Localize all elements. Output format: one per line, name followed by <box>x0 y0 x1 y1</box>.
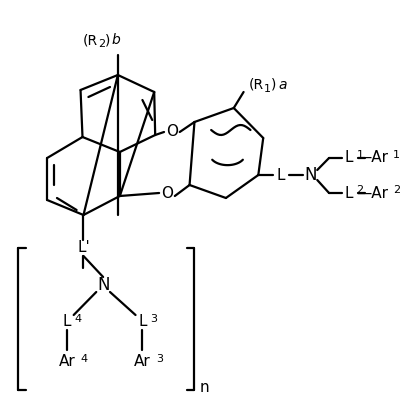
Text: 1: 1 <box>393 150 400 160</box>
Text: 3: 3 <box>156 354 163 364</box>
Text: O: O <box>161 186 173 200</box>
Text: —Ar: —Ar <box>356 186 388 200</box>
Text: 2: 2 <box>98 39 105 49</box>
Text: a: a <box>278 78 286 92</box>
Text: L: L <box>344 150 353 166</box>
Text: 2: 2 <box>393 185 400 195</box>
Text: (R: (R <box>248 78 264 92</box>
Text: N: N <box>304 166 317 184</box>
Text: 1: 1 <box>264 84 271 94</box>
Text: L: L <box>344 186 353 200</box>
Text: —Ar: —Ar <box>356 150 388 166</box>
Text: ): ) <box>105 33 110 47</box>
Text: 1: 1 <box>356 150 364 160</box>
Text: 4: 4 <box>80 354 88 364</box>
Text: L: L <box>62 314 71 330</box>
Text: 3: 3 <box>150 314 157 324</box>
Text: O: O <box>166 124 178 140</box>
Text: (R: (R <box>82 33 98 47</box>
Text: 2: 2 <box>356 185 364 195</box>
Text: L': L' <box>77 241 90 255</box>
Text: n: n <box>200 381 209 395</box>
Text: L: L <box>277 168 285 182</box>
Text: Ar: Ar <box>134 354 151 369</box>
Text: N: N <box>97 276 109 294</box>
Text: L: L <box>138 314 147 330</box>
Text: ): ) <box>271 78 276 92</box>
Text: Ar: Ar <box>58 354 75 369</box>
Text: b: b <box>112 33 121 47</box>
Text: 4: 4 <box>75 314 82 324</box>
